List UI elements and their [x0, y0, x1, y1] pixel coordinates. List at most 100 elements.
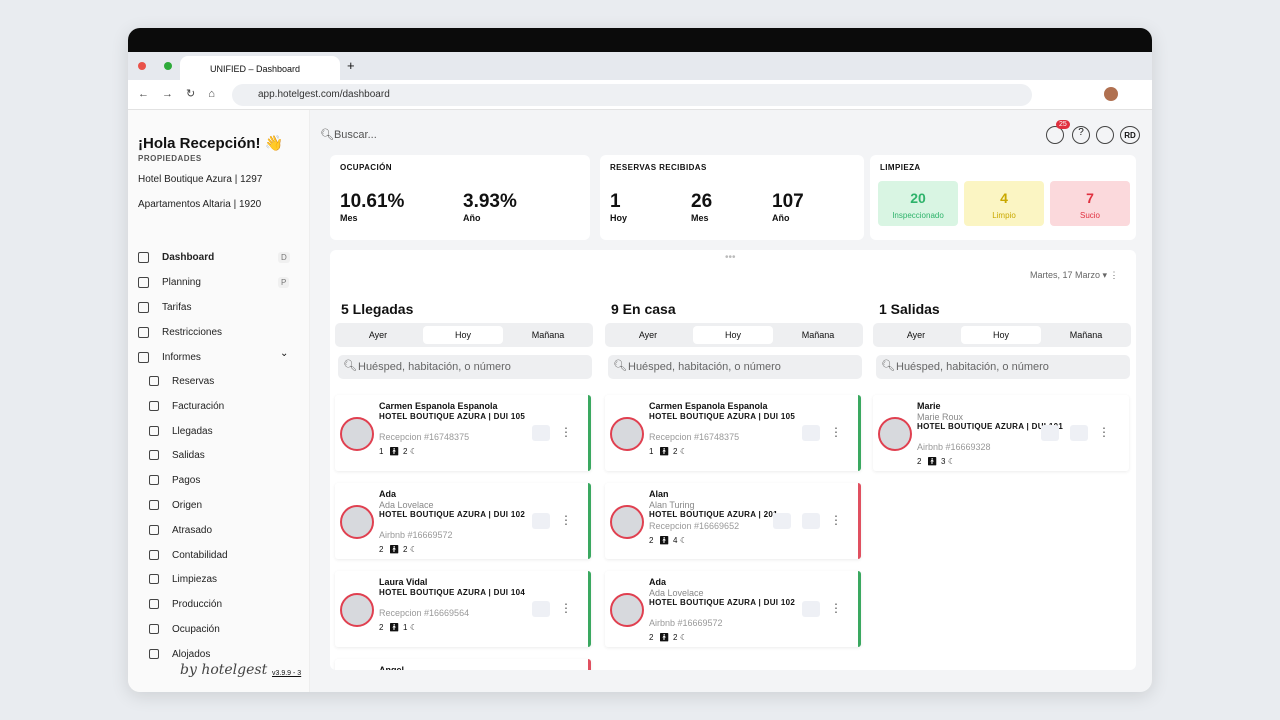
new-tab[interactable]: + [347, 58, 355, 73]
clean-box[interactable]: 7 Sucio [1050, 181, 1130, 226]
subnav-item[interactable]: Ocupación [172, 624, 220, 635]
date[interactable]: Martes, 17 Marzo ▾ ⋮ [1030, 270, 1119, 280]
nav-item[interactable]: Restricciones [162, 327, 223, 338]
stat-label: Año [463, 213, 481, 223]
avatar [610, 417, 644, 451]
bell[interactable] [1046, 126, 1064, 144]
guest-name: Laura Vidal [379, 577, 428, 587]
subnav-item[interactable]: Llegadas [172, 425, 213, 437]
menu[interactable]: ⋮ [1098, 425, 1110, 439]
guest-card[interactable]: Carmen Espanola Espanola HOTEL BOUTIQUE A… [605, 395, 861, 471]
menu[interactable]: ⋮ [560, 513, 572, 527]
menu[interactable]: ⋮ [560, 425, 572, 439]
tab[interactable]: Hoy [961, 326, 1041, 344]
tab[interactable]: Hoy [423, 326, 503, 344]
undo-button[interactable] [773, 513, 791, 529]
subnav-item[interactable]: Producción [172, 599, 223, 611]
avatar [340, 417, 374, 451]
close-dot[interactable] [138, 62, 146, 70]
subnav-item[interactable]: Facturación [172, 400, 225, 412]
guest-card[interactable]: Carmen Espanola Espanola HOTEL BOUTIQUE A… [335, 395, 591, 471]
tab[interactable]: Mañana [801, 330, 835, 340]
guest-card[interactable]: Marie Marie Roux HOTEL BOUTIQUE AZURA | DU… [873, 395, 1129, 471]
action-button[interactable] [1070, 425, 1088, 441]
action-button[interactable] [802, 425, 820, 441]
column-search[interactable]: 🔍︎ Huésped, habitación, o número [608, 355, 862, 379]
subnav-item[interactable]: Limpiezas [172, 574, 218, 586]
nights-icon: ☾ [410, 623, 418, 632]
guest-name: Carmen Espanola Espanola [649, 401, 768, 411]
subnav-item[interactable]: Contabilidad [172, 549, 228, 561]
action-button[interactable] [532, 601, 550, 617]
search-text: Buscar... [333, 129, 377, 141]
clean-box[interactable]: 20 Inspeccionado [878, 181, 958, 226]
tab[interactable]: Mañana [1069, 330, 1103, 340]
nav-buttons[interactable]: ←→↻⌂ [138, 88, 228, 100]
action-button[interactable] [802, 513, 820, 529]
subnav-item[interactable]: Pagos [172, 475, 201, 487]
tab[interactable]: UNIFIED – Dashboard [180, 56, 340, 80]
property[interactable]: Apartamentos Altaria | 1920 [138, 199, 262, 210]
column-title: 5 Llegadas [341, 301, 414, 317]
property: HOTEL BOUTIQUE AZURA | DUI 101 [917, 422, 1064, 431]
subnav-item[interactable]: Alojados [172, 648, 211, 660]
nights: 2 [673, 447, 678, 456]
stat-value: 107 [772, 191, 804, 212]
subnav-item[interactable]: Atrasado [172, 524, 213, 536]
guest-card[interactable]: Angel [335, 659, 591, 670]
clean-box[interactable]: 4 Limpio [964, 181, 1044, 226]
guest-card[interactable]: Ada Ada Lovelace HOTEL BOUTIQUE AZURA | DU… [605, 571, 861, 647]
tab[interactable]: Ayer [906, 330, 926, 340]
sidebar: ¡Hola Recepción! 👋 PROPIEDADES Hotel Bou… [128, 110, 310, 692]
nav-item[interactable]: Informes [162, 352, 201, 363]
notif-count: 25 [1056, 120, 1070, 129]
subnav-item[interactable]: Origen [172, 500, 203, 511]
subnav-icon [149, 624, 159, 634]
column-search[interactable]: 🔍︎ Huésped, habitación, o número [876, 355, 1130, 379]
subnav-item[interactable]: Salidas [172, 450, 205, 462]
menu[interactable]: ⋮ [560, 601, 572, 615]
action-button[interactable] [532, 513, 550, 529]
property[interactable]: Hotel Boutique Azura | 1297 [138, 174, 263, 185]
action-button[interactable] [802, 601, 820, 617]
tab[interactable]: Hoy [693, 326, 773, 344]
undo-button[interactable] [1041, 425, 1059, 441]
tab[interactable]: Ayer [368, 330, 388, 340]
guest-card[interactable]: Alan Alan Turing HOTEL BOUTIQUE AZURA | 20… [605, 483, 861, 559]
settings[interactable] [1096, 126, 1114, 144]
greeting: ¡Hola Recepción! 👋 [138, 135, 284, 152]
avatar [340, 505, 374, 539]
subnav-icon [149, 400, 159, 411]
browser-window: UNIFIED – Dashboard + ←→↻⌂ app.hotelgest… [128, 28, 1152, 692]
nav-item[interactable]: Planning [162, 277, 201, 288]
profile[interactable] [1104, 87, 1118, 101]
properties-label: PROPIEDADES [138, 154, 202, 163]
search[interactable]: 🔍︎Buscar... [320, 129, 377, 141]
stat-value: 1 [610, 191, 621, 212]
chevron[interactable]: ⌄ [280, 348, 289, 359]
nights-icon: ☾ [680, 633, 688, 642]
menu[interactable]: ⋮ [830, 601, 842, 615]
version[interactable]: v3.9.9 - 3 [272, 670, 302, 677]
help[interactable]: ? [1072, 126, 1090, 144]
subnav-item[interactable]: Reservas [172, 376, 215, 387]
clean-label: Limpio [992, 211, 1016, 220]
guests: 2 [379, 545, 384, 554]
guest-card[interactable]: Ada Ada Lovelace HOTEL BOUTIQUE AZURA | DU… [335, 483, 591, 559]
nights: 1 [403, 623, 408, 632]
url-field[interactable]: app.hotelgest.com/dashboard [232, 84, 1032, 106]
avatar [340, 593, 374, 627]
guests: 1 [649, 447, 654, 456]
nav-item[interactable]: Tarifas [162, 302, 192, 313]
tab[interactable]: Ayer [638, 330, 658, 340]
menu[interactable]: ⋮ [830, 513, 842, 527]
guests: 2 [379, 623, 384, 632]
tab[interactable]: Mañana [531, 330, 565, 340]
menu[interactable]: ⋮ [830, 425, 842, 439]
booking-ref: Airbnb #16669572 [649, 618, 723, 628]
column-search[interactable]: 🔍︎ Huésped, habitación, o número [338, 355, 592, 379]
action-button[interactable] [532, 425, 550, 441]
avatar[interactable]: RD [1120, 126, 1140, 144]
guest-card[interactable]: Laura Vidal HOTEL BOUTIQUE AZURA | DUI 10… [335, 571, 591, 647]
nav-item[interactable]: Dashboard [162, 252, 215, 263]
